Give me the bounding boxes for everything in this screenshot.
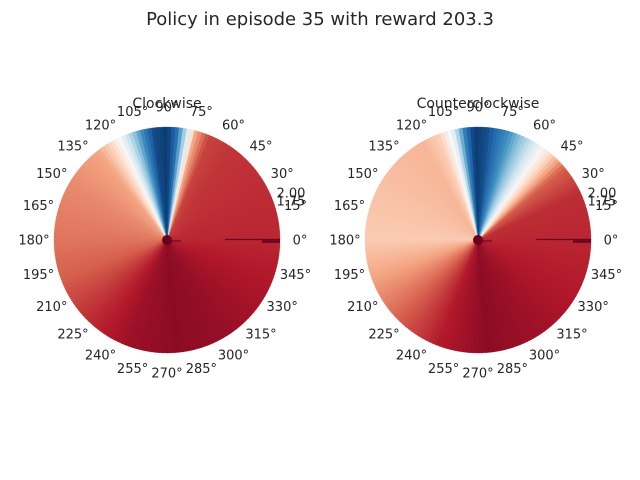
angle-tick-label: 0° — [293, 234, 308, 249]
marker-overlay — [473, 235, 591, 245]
radial-tick-labels: 1.752.00 — [277, 187, 306, 210]
angle-tick-labels: 0° 15° 30° 45° 60° 75° 90° 105°120° 135° 150° 165°… — [18, 101, 311, 382]
radial-tick-label: 2.00 — [588, 187, 617, 202]
angle-tick-label: 165° — [23, 199, 54, 214]
angle-tick-labels: 0° 15° 30° 45° 60° 75° 90° 105°120° 135° 150° 165°… — [329, 101, 622, 382]
angle-tick-label: 180° — [18, 234, 49, 249]
angle-tick-label: 90° — [466, 101, 489, 116]
panel-title: Counterclockwise — [417, 96, 540, 112]
center-marker — [162, 235, 172, 245]
angle-tick-label: 75° — [190, 105, 213, 120]
angle-tick-label: 300° — [529, 349, 560, 364]
angle-tick-label: 225° — [368, 328, 399, 343]
angle-tick-label: 195° — [23, 268, 54, 283]
polar-panel-counterclockwise: 0° 15° 30° 45° 60° 75° 90° 105°120° 135° 150° 165°… — [329, 96, 622, 382]
heatmap-wedges — [53, 126, 281, 354]
radial-tick-label: 1.75 — [588, 195, 617, 210]
angle-tick-label: 105° — [117, 105, 148, 120]
angle-tick-label: 315° — [556, 328, 587, 343]
angle-tick-label: 225° — [57, 328, 88, 343]
angle-tick-label: 300° — [218, 349, 249, 364]
radial-tick-label: 1.75 — [277, 195, 306, 210]
angle-tick-label: 330° — [267, 300, 298, 315]
angle-tick-label: 15° — [284, 199, 307, 214]
angle-tick-label: 90° — [155, 101, 178, 116]
angle-tick-label: 30° — [271, 167, 294, 182]
angle-tick-label: 240° — [396, 349, 427, 364]
angle-tick-label: 60° — [533, 118, 556, 133]
angle-tick-label: 285° — [497, 362, 528, 377]
panel-title: Clockwise — [132, 96, 201, 112]
angle-tick-label: 15° — [595, 199, 618, 214]
angle-tick-label: 75° — [501, 105, 524, 120]
angle-tick-label: 270° — [151, 367, 182, 382]
angle-tick-label: 345° — [591, 268, 622, 283]
angle-tick-label: 315° — [245, 328, 276, 343]
angle-tick-label: 240° — [85, 349, 116, 364]
angle-tick-label: 345° — [280, 268, 311, 283]
angle-tick-label: 255° — [428, 362, 459, 377]
angle-tick-label: 285° — [186, 362, 217, 377]
angle-tick-label: 270° — [462, 367, 493, 382]
angle-tick-label: 255° — [117, 362, 148, 377]
angle-tick-label: 30° — [582, 167, 605, 182]
angle-tick-label: 60° — [222, 118, 245, 133]
angle-tick-label: 45° — [249, 140, 272, 155]
angle-tick-label: 150° — [36, 167, 67, 182]
angle-tick-label: 0° — [604, 234, 619, 249]
angle-tick-label: 105° — [428, 105, 459, 120]
figure-title: Policy in episode 35 with reward 203.3 — [146, 9, 494, 30]
angle-tick-label: 195° — [334, 268, 365, 283]
angle-tick-label: 120° — [85, 118, 116, 133]
polar-panel-clockwise: 0° 15° 30° 45° 60° 75° 90° 105°120° 135° 150° 165°… — [18, 96, 311, 382]
angle-tick-label: 180° — [329, 234, 360, 249]
angle-tick-label: 210° — [36, 300, 67, 315]
radial-tick-labels: 1.752.00 — [588, 187, 617, 210]
heatmap-wedges — [364, 126, 592, 354]
angle-tick-label: 135° — [368, 140, 399, 155]
angle-tick-label: 45° — [560, 140, 583, 155]
angle-tick-label: 120° — [396, 118, 427, 133]
angle-tick-label: 135° — [57, 140, 88, 155]
angle-tick-label: 210° — [347, 300, 378, 315]
angle-tick-label: 150° — [347, 167, 378, 182]
radial-tick-label: 2.00 — [277, 187, 306, 202]
center-marker — [473, 235, 483, 245]
marker-overlay — [162, 235, 280, 245]
angle-tick-label: 165° — [334, 199, 365, 214]
angle-tick-label: 330° — [578, 300, 609, 315]
